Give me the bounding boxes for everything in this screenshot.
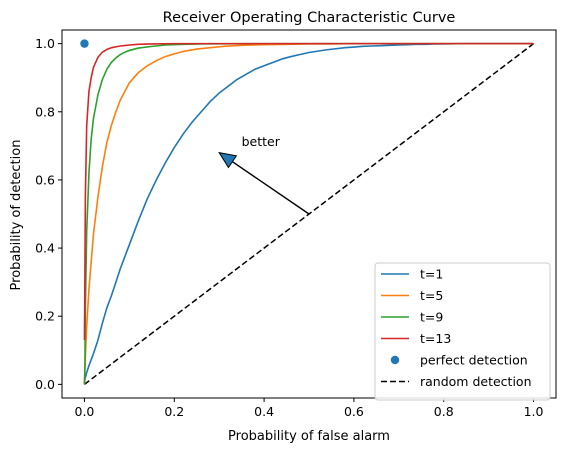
legend-label-t-13: t=13 — [420, 331, 451, 346]
y-tick-label: 0.0 — [35, 377, 55, 392]
x-tick-label: 0.8 — [434, 404, 454, 419]
x-tick-label: 1.0 — [524, 404, 544, 419]
x-tick-label: 0.2 — [164, 404, 184, 419]
legend-box — [374, 262, 551, 401]
annotation-arrow-head — [218, 151, 238, 169]
plot-frame — [61, 29, 557, 399]
x-tick-label: 0.0 — [75, 404, 95, 419]
series-line-t-1 — [83, 42, 534, 385]
y-tick-label: 0.6 — [35, 172, 55, 187]
chart-title: Receiver Operating Characteristic Curve — [163, 10, 456, 26]
annotation-text: better — [242, 134, 281, 149]
legend-label-t-1: t=1 — [420, 267, 443, 282]
y-tick-label: 0.2 — [35, 309, 55, 324]
legend-label-perfect-detection: perfect detection — [420, 353, 528, 368]
legend-label-random-detection: random detection — [420, 374, 532, 389]
legend-label-t-9: t=9 — [420, 310, 443, 325]
series-line-t-13 — [83, 42, 534, 341]
legend-label-t-5: t=5 — [420, 288, 443, 303]
x-tick-label: 0.4 — [254, 404, 274, 419]
x-tick-label: 0.6 — [344, 404, 364, 419]
x-axis-label: Probability of false alarm — [228, 429, 390, 444]
y-axis-label: Probability of detection — [9, 140, 24, 291]
y-tick-label: 0.8 — [35, 104, 55, 119]
legend-swatch-perfect-detection — [390, 355, 400, 365]
perfect-detection-point — [80, 39, 89, 48]
y-tick-label: 0.4 — [35, 241, 55, 256]
annotation-arrow-shaft — [232, 161, 310, 215]
y-tick-label: 1.0 — [35, 36, 55, 51]
